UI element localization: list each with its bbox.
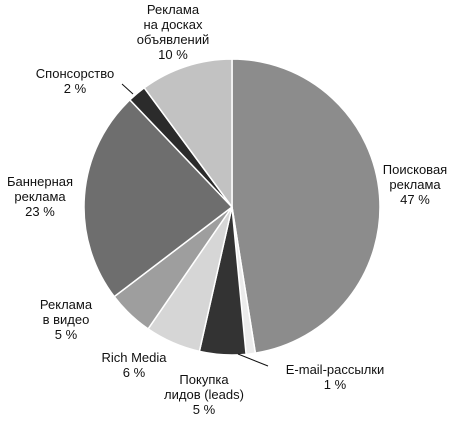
slice-category-label: Реклама bbox=[146, 2, 200, 17]
slice-label-покупка-лидов-leads: Покупка лидов (leads) 5 % bbox=[149, 372, 259, 417]
slice-label-e-mail-рассылки: E-mail-рассылки 1 % bbox=[270, 362, 400, 392]
slice-category-label: E-mail-рассылки bbox=[285, 362, 385, 377]
slice-category-label: Покупка bbox=[179, 372, 229, 387]
slice-value-label: 47 % bbox=[400, 192, 430, 207]
slice-category-label: реклама bbox=[389, 177, 441, 192]
slice-value-label: 5 % bbox=[192, 402, 216, 417]
slice-category-label: Спонсорство bbox=[35, 66, 115, 81]
slice-category-label: Поисковая bbox=[382, 162, 448, 177]
slice-category-label: Реклама bbox=[39, 297, 93, 312]
slice-category-label: на досках bbox=[143, 17, 203, 32]
slice-category-label: Rich Media bbox=[101, 350, 167, 365]
slice-value-label: 5 % bbox=[54, 327, 78, 342]
slice-category-label: объявлений bbox=[136, 32, 210, 47]
slice-label-поисковая-реклама: Поисковая реклама 47 % bbox=[370, 162, 460, 207]
slice-category-label: реклама bbox=[14, 189, 66, 204]
leader-lines bbox=[121, 83, 269, 367]
pie-slice-баннерная-реклама bbox=[83, 98, 234, 298]
leader-line-e-mail-рассылки bbox=[237, 353, 269, 367]
pie-slice-реклама-на-досках-объявлений bbox=[143, 58, 233, 210]
slice-value-label: 23 % bbox=[25, 204, 55, 219]
pie-slice-поисковая-реклама bbox=[231, 58, 381, 355]
slice-label-спонсорство: Спонсорство 2 % bbox=[25, 66, 125, 96]
slice-label-реклама-в-видео: Реклама в видео 5 % bbox=[26, 297, 106, 342]
slice-category-label: лидов (leads) bbox=[164, 387, 244, 402]
slice-value-label: 1 % bbox=[323, 377, 347, 392]
pie-slices bbox=[83, 58, 381, 356]
slice-value-label: 10 % bbox=[158, 47, 188, 62]
slice-label-rich-media: Rich Media 6 % bbox=[89, 350, 179, 380]
slice-category-label: Баннерная bbox=[6, 174, 74, 189]
slice-value-label: 6 % bbox=[122, 365, 146, 380]
slice-value-label: 2 % bbox=[63, 81, 87, 96]
slice-category-label: в видео bbox=[42, 312, 90, 327]
slice-label-реклама-на-досках-объявлений: Реклама на досках объявлений 10 % bbox=[113, 2, 233, 62]
leader-line-спонсорство bbox=[121, 83, 134, 95]
slice-label-баннерная-реклама: Баннерная реклама 23 % bbox=[0, 174, 85, 219]
